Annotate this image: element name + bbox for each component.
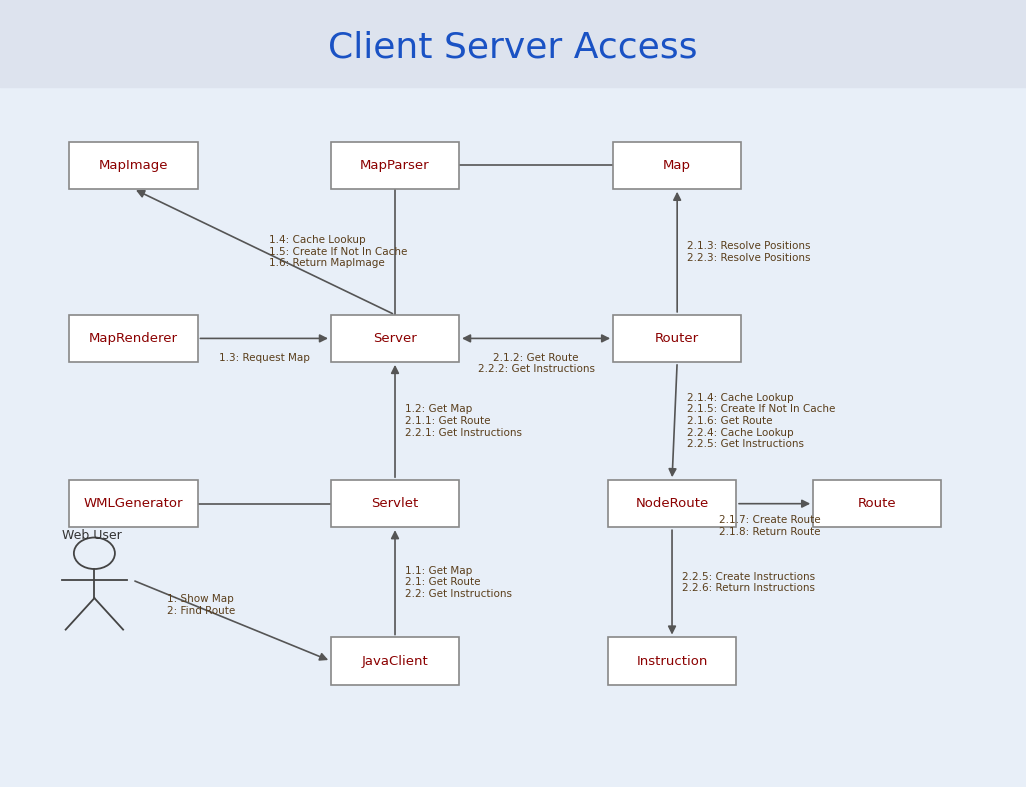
Text: 2.1.3: Resolve Positions
2.2.3: Resolve Positions: 2.1.3: Resolve Positions 2.2.3: Resolve … (687, 241, 811, 263)
Text: Web User: Web User (62, 529, 121, 541)
Text: 2.2.5: Create Instructions
2.2.6: Return Instructions: 2.2.5: Create Instructions 2.2.6: Return… (682, 571, 816, 593)
Text: Router: Router (655, 332, 700, 345)
FancyBboxPatch shape (813, 480, 942, 527)
FancyBboxPatch shape (70, 315, 197, 362)
FancyBboxPatch shape (330, 315, 459, 362)
Text: Servlet: Servlet (371, 497, 419, 510)
FancyBboxPatch shape (614, 315, 741, 362)
Text: NodeRoute: NodeRoute (635, 497, 709, 510)
Text: Route: Route (858, 497, 897, 510)
Text: MapRenderer: MapRenderer (89, 332, 177, 345)
FancyBboxPatch shape (330, 637, 459, 685)
Text: 2.1.2: Get Route
2.2.2: Get Instructions: 2.1.2: Get Route 2.2.2: Get Instructions (477, 353, 595, 374)
Text: 1.3: Request Map: 1.3: Request Map (219, 353, 310, 363)
Text: Instruction: Instruction (636, 655, 708, 667)
Text: 1.4: Cache Lookup
1.5: Create If Not In Cache
1.6: Return MapImage: 1.4: Cache Lookup 1.5: Create If Not In … (269, 235, 407, 268)
Text: Server: Server (373, 332, 417, 345)
FancyBboxPatch shape (70, 480, 197, 527)
FancyBboxPatch shape (614, 142, 741, 189)
FancyBboxPatch shape (70, 142, 197, 189)
Text: MapImage: MapImage (98, 159, 168, 172)
Text: 1.2: Get Map
2.1.1: Get Route
2.2.1: Get Instructions: 1.2: Get Map 2.1.1: Get Route 2.2.1: Get… (405, 405, 522, 438)
Text: 2.1.7: Create Route
2.1.8: Return Route: 2.1.7: Create Route 2.1.8: Return Route (718, 515, 821, 537)
Text: 1: Show Map
2: Find Route: 1: Show Map 2: Find Route (167, 594, 236, 615)
Text: Map: Map (663, 159, 692, 172)
FancyBboxPatch shape (330, 480, 459, 527)
FancyBboxPatch shape (607, 637, 736, 685)
Text: JavaClient: JavaClient (361, 655, 429, 667)
FancyBboxPatch shape (607, 480, 736, 527)
Text: Client Server Access: Client Server Access (328, 30, 698, 65)
Text: 1.1: Get Map
2.1: Get Route
2.2: Get Instructions: 1.1: Get Map 2.1: Get Route 2.2: Get Ins… (405, 566, 512, 599)
Text: WMLGenerator: WMLGenerator (84, 497, 183, 510)
Text: 2.1.4: Cache Lookup
2.1.5: Create If Not In Cache
2.1.6: Get Route
2.2.4: Cache : 2.1.4: Cache Lookup 2.1.5: Create If Not… (687, 393, 836, 449)
FancyBboxPatch shape (330, 142, 459, 189)
Text: MapParser: MapParser (360, 159, 430, 172)
Bar (0, 0, 1026, 87)
